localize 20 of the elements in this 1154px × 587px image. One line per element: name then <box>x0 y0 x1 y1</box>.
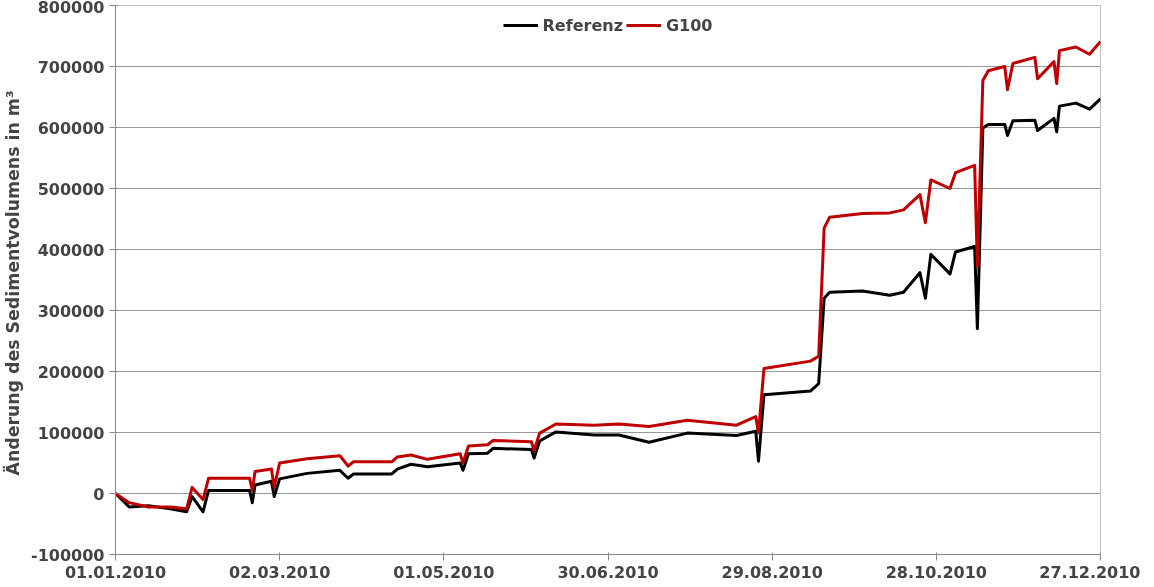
x-tick-label: 27.12.2010 <box>1039 562 1141 582</box>
y-tick-label: 500000 <box>37 179 105 199</box>
x-tick-label: 01.05.2010 <box>393 562 495 582</box>
y-tick-label: 600000 <box>37 118 105 138</box>
x-tick-label: 01.01.2010 <box>64 562 167 582</box>
x-tick-label: 02.03.2010 <box>229 562 331 582</box>
y-tick-label: 300000 <box>37 301 105 321</box>
legend-label: Referenz <box>542 15 623 35</box>
y-axis-title: Änderung des Sedimentvolumens in m³ <box>2 90 24 476</box>
y-tick-label: 100000 <box>37 423 105 443</box>
legend-label: G100 <box>665 15 713 35</box>
x-tick-label: 28.10.2010 <box>885 562 987 582</box>
y-tick-label: 400000 <box>37 240 105 260</box>
x-tick-label: 29.08.2010 <box>721 562 823 582</box>
y-tick-label: 800000 <box>37 0 105 17</box>
y-tick-label: 700000 <box>37 57 105 77</box>
y-tick-label: 200000 <box>37 362 105 382</box>
y-tick-label: 0 <box>93 484 105 504</box>
y-tick-label: -100000 <box>31 545 105 565</box>
x-tick-label: 30.06.2010 <box>557 562 659 582</box>
